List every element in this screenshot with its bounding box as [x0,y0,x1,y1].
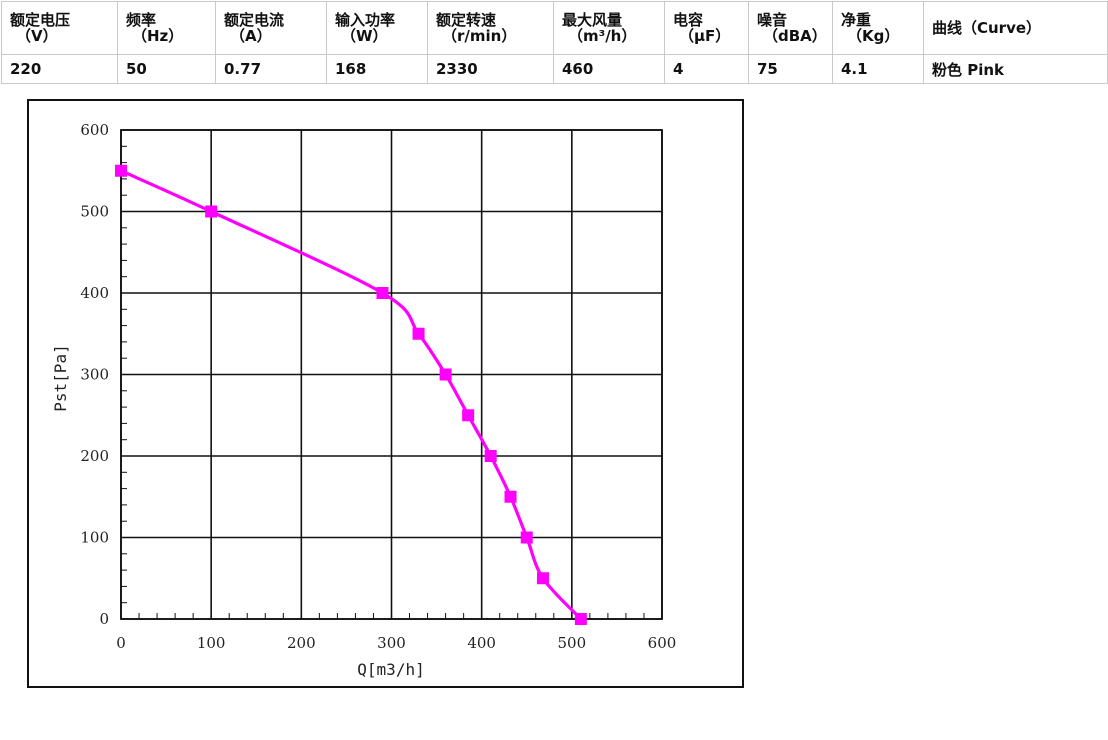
header-rated-current: 额定电流 （A） [215,1,327,55]
y-axis-title: Pst[Pa] [51,344,70,411]
header-input-power: 输入功率 （W） [326,1,428,55]
plot-area-border [120,129,663,620]
data-point-marker [504,490,517,503]
data-point-marker [536,572,549,585]
header-frequency: 频率 （Hz） [117,1,216,55]
data-point-marker [412,327,425,340]
x-tick-label: 600 [648,634,677,652]
value-net-weight: 4.1 [832,54,924,84]
y-tick-label: 100 [80,529,109,547]
data-point-marker [115,164,127,177]
data-point-marker [376,287,389,299]
y-tick-label: 200 [80,447,109,465]
spec-table: 额定电压 （V） 频率 （Hz） 额定电流 （A） 输入功率 （W） 额定转速 （r/mi… [1,1,1108,84]
data-point-marker [439,368,452,381]
x-tick-label: 500 [558,634,587,652]
grid [120,129,663,620]
header-curve: 曲线（Curve） [923,1,1108,55]
spec-value-row: 220 50 0.77 168 2330 460 4 75 4.1 粉色 Pin… [1,54,1108,84]
y-tick-label: 500 [80,203,109,221]
y-tick-labels: 0 100 200 300 400 500 600 [80,121,109,628]
header-capacitance: 电容 （μF） [664,1,749,55]
chart-frame: 0 100 200 300 400 500 600 0 100 200 300 400 500 600 … [27,99,744,688]
value-rated-speed: 2330 [427,54,554,84]
value-input-power: 168 [326,54,428,84]
value-rated-voltage: 220 [1,54,118,84]
data-point-marker [520,531,533,544]
y-tick-label: 600 [80,121,109,139]
x-tick-label: 100 [197,634,226,652]
header-rated-voltage: 额定电压 （V） [1,1,118,55]
value-curve: 粉色 Pink [923,54,1108,84]
data-point-marker [205,205,218,218]
x-tick-label: 300 [377,634,406,652]
value-rated-current: 0.77 [215,54,327,84]
series [115,164,587,625]
value-noise: 75 [748,54,833,84]
y-tick-label: 300 [80,366,109,384]
y-tick-label: 400 [80,284,109,302]
x-tick-label: 0 [116,634,126,652]
value-frequency: 50 [117,54,216,84]
minor-ticks [121,145,645,619]
x-tick-labels: 0 100 200 300 400 500 600 [116,634,676,652]
value-capacitance: 4 [664,54,749,84]
series-line [120,169,583,621]
data-point-marker [484,450,497,462]
header-noise: 噪音 （dBA） [748,1,833,55]
header-max-airflow: 最大风量 （m³/h） [553,1,665,55]
x-axis-title: Q[m3/h] [357,660,424,679]
x-tick-label: 400 [467,634,496,652]
pressure-flow-chart: 0 100 200 300 400 500 600 0100200300400500600 … [51,121,676,679]
header-rated-speed: 额定转速 （r/min） [427,1,554,55]
spec-header-row: 额定电压 （V） 频率 （Hz） 额定电流 （A） 输入功率 （W） 额定转速 （r/mi… [1,1,1108,55]
value-max-airflow: 460 [553,54,665,84]
header-net-weight: 净重 （Kg） [832,1,924,55]
data-point-marker [574,613,587,625]
x-tick-label: 200 [287,634,316,652]
y-tick-label: 0 [99,610,109,628]
data-point-marker [462,409,475,422]
